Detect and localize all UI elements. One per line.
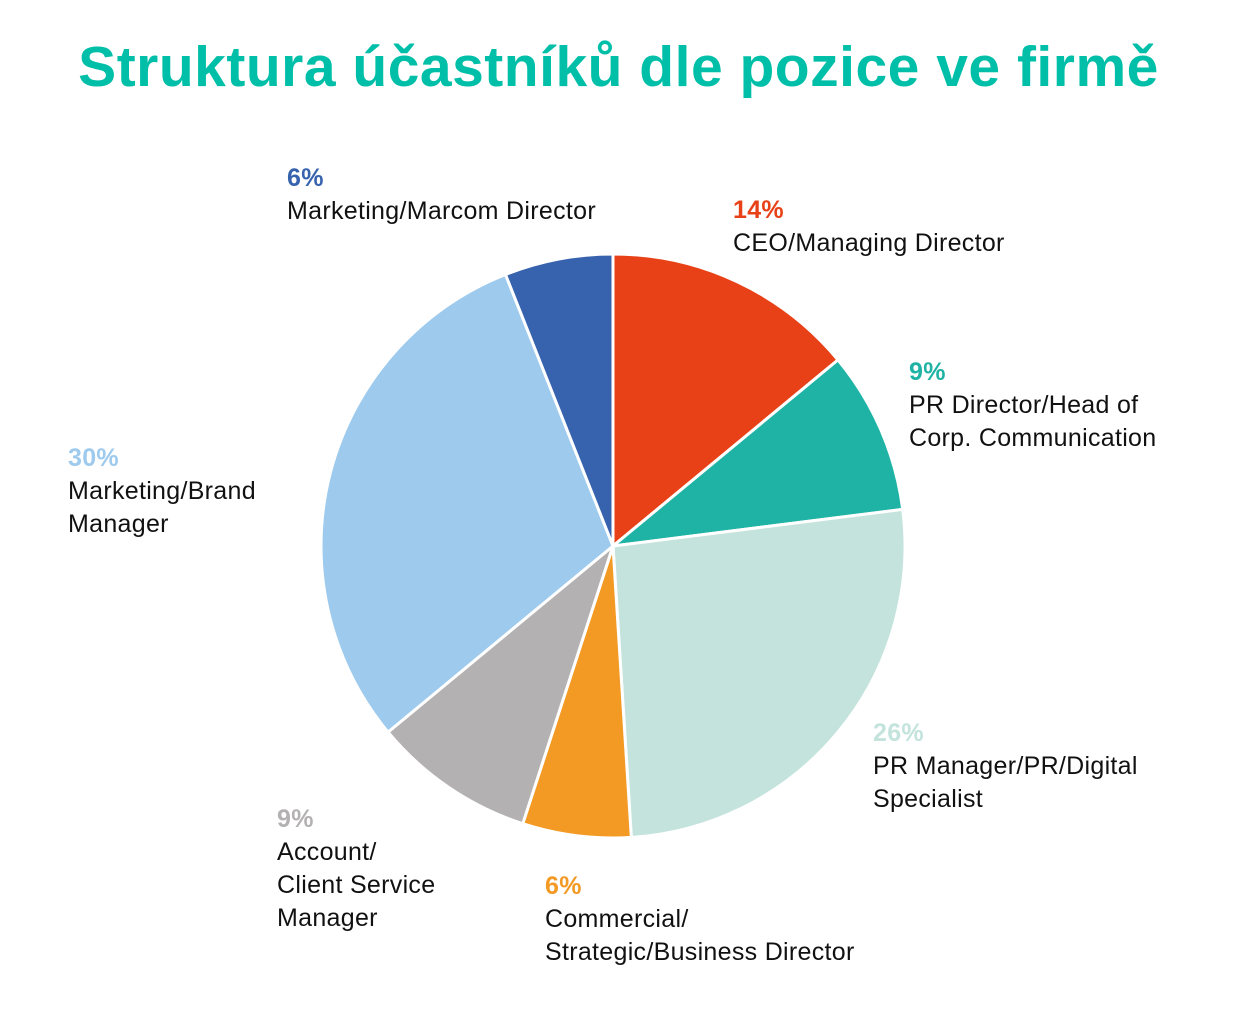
slice-label-2: 26% PR Manager/PR/Digital Specialist: [873, 717, 1138, 816]
pie-slice-6: [504, 252, 615, 548]
slice-label-1: 9% PR Director/Head of Corp. Communicatio…: [909, 356, 1156, 455]
slice-name-label: Marketing/Marcom Director: [287, 197, 596, 225]
slice-percent-label: 26%: [873, 719, 924, 747]
pie-slice-4: [386, 544, 615, 826]
slice-name-label: PR Director/Head of Corp. Communication: [909, 391, 1157, 452]
pie-slice-1: [611, 358, 905, 548]
pie-slice-0: [611, 252, 840, 548]
slice-label-3: 6% Commercial/ Strategic/Business Directo…: [545, 870, 855, 969]
slice-label-4: 9% Account/ Client Service Manager: [277, 803, 435, 935]
slice-name-label: PR Manager/PR/Digital Specialist: [873, 752, 1138, 813]
slice-name-label: Commercial/ Strategic/Business Director: [545, 905, 855, 966]
slice-percent-label: 6%: [287, 164, 324, 192]
pie-slice-2: [611, 507, 907, 839]
slice-name-label: CEO/Managing Director: [733, 229, 1005, 257]
slice-percent-label: 9%: [277, 805, 314, 833]
slice-percent-label: 6%: [545, 872, 582, 900]
slice-label-6: 6% Marketing/Marcom Director: [287, 162, 596, 228]
slice-percent-label: 30%: [68, 444, 119, 472]
slice-name-label: Marketing/Brand Manager: [68, 477, 256, 538]
slice-label-0: 14% CEO/Managing Director: [733, 194, 1005, 260]
chart-title: Struktura účastníků dle pozice ve firmě: [78, 35, 1159, 99]
slice-percent-label: 9%: [909, 358, 946, 386]
pie-slice-5: [319, 273, 615, 734]
slice-name-label: Account/ Client Service Manager: [277, 838, 436, 932]
slice-label-5: 30% Marketing/Brand Manager: [68, 442, 256, 541]
slice-percent-label: 14%: [733, 196, 784, 224]
